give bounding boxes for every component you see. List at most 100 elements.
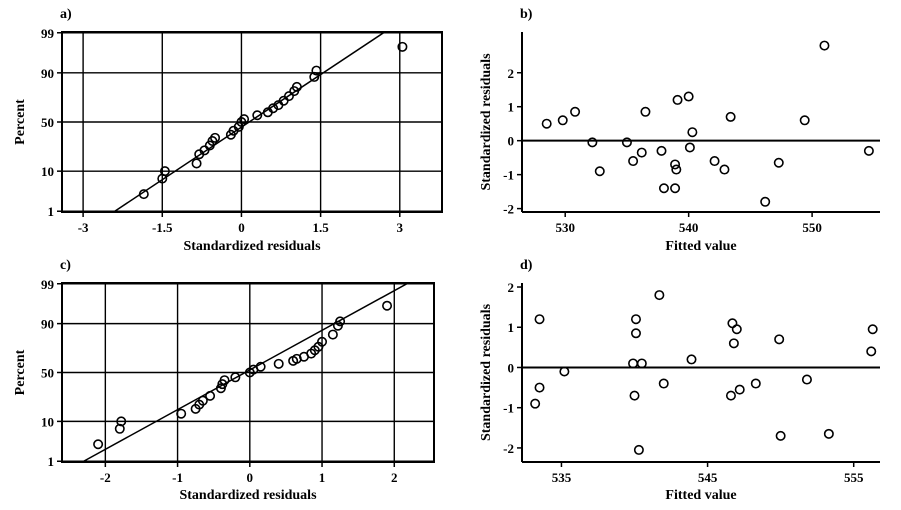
data-point bbox=[670, 183, 681, 194]
data-point bbox=[382, 300, 393, 311]
data-point bbox=[570, 106, 581, 117]
x-tick-label: 550 bbox=[802, 220, 822, 235]
data-point bbox=[640, 106, 651, 117]
y-tick-label: 99 bbox=[41, 26, 55, 41]
data-point bbox=[774, 334, 785, 345]
data-point bbox=[775, 430, 786, 441]
x-tick-label: 1.5 bbox=[312, 220, 329, 235]
data-point bbox=[709, 156, 720, 167]
data-point bbox=[317, 336, 328, 347]
data-point bbox=[236, 117, 247, 128]
data-point bbox=[658, 378, 669, 389]
data-point bbox=[138, 189, 149, 200]
data-point bbox=[801, 374, 812, 385]
data-point bbox=[654, 290, 665, 301]
x-axis-title: Standardized residuals bbox=[183, 239, 321, 254]
data-point bbox=[176, 408, 187, 419]
data-point bbox=[629, 390, 640, 401]
data-point bbox=[683, 91, 694, 102]
x-tick-label: 555 bbox=[844, 470, 864, 485]
data-point bbox=[773, 157, 784, 168]
y-tick-label: 1 bbox=[48, 204, 55, 219]
data-point bbox=[633, 444, 644, 455]
data-point bbox=[309, 71, 320, 82]
y-axis-title: Standardized residuals bbox=[479, 303, 494, 441]
data-point bbox=[116, 416, 127, 427]
data-point bbox=[335, 316, 346, 327]
x-tick-label: 545 bbox=[698, 470, 718, 485]
data-point bbox=[725, 390, 736, 401]
data-point bbox=[327, 329, 338, 340]
data-point bbox=[628, 358, 639, 369]
data-point bbox=[205, 390, 216, 401]
x-axis-title: Standardized residuals bbox=[179, 488, 317, 503]
data-point bbox=[867, 324, 878, 335]
data-point bbox=[823, 428, 834, 439]
data-point bbox=[734, 384, 745, 395]
data-point bbox=[656, 145, 667, 156]
data-point bbox=[252, 110, 263, 121]
data-point bbox=[719, 164, 730, 175]
data-point bbox=[557, 115, 568, 126]
panel-label: b) bbox=[520, 7, 533, 22]
data-point bbox=[684, 142, 695, 153]
data-point bbox=[671, 164, 682, 175]
y-tick-label: 90 bbox=[41, 317, 54, 332]
y-axis-title: Standardized residuals bbox=[479, 53, 494, 191]
y-axis-title: Percent bbox=[13, 349, 28, 395]
data-point bbox=[686, 354, 697, 365]
x-tick-label: 1 bbox=[319, 470, 326, 485]
data-point bbox=[670, 159, 681, 170]
x-tick-label: -3 bbox=[78, 220, 89, 235]
data-point bbox=[559, 366, 570, 377]
data-point bbox=[728, 338, 739, 349]
data-point bbox=[255, 361, 266, 372]
data-point bbox=[230, 372, 241, 383]
x-tick-label: 540 bbox=[679, 220, 699, 235]
data-point bbox=[672, 94, 683, 105]
data-point bbox=[594, 166, 605, 177]
data-point bbox=[239, 114, 250, 125]
data-point bbox=[630, 314, 641, 325]
data-point bbox=[283, 91, 294, 102]
data-point bbox=[311, 65, 322, 76]
x-axis-title: Fitted value bbox=[665, 239, 736, 254]
y-tick-label: 10 bbox=[41, 164, 54, 179]
data-point bbox=[750, 378, 761, 389]
data-point bbox=[541, 118, 552, 129]
y-tick-label: 1 bbox=[508, 320, 515, 335]
data-point bbox=[233, 121, 244, 132]
y-tick-label: 10 bbox=[41, 414, 54, 429]
panel-label: c) bbox=[60, 258, 71, 273]
x-tick-label: -1.5 bbox=[152, 220, 173, 235]
x-tick-label: 2 bbox=[391, 470, 398, 485]
data-point bbox=[534, 314, 545, 325]
y-tick-label: 50 bbox=[41, 366, 54, 381]
data-point bbox=[760, 196, 771, 207]
panel-d-residuals-vs-fitted-plot: d) 535 545 555 -2 -1 0 1 2 Fitted value Standardiz… bbox=[479, 258, 880, 503]
panel-b-residuals-vs-fitted-plot: b) 530 540 550 -2 -1 0 1 2 Fitted value Standardiz… bbox=[479, 7, 880, 254]
data-point bbox=[587, 137, 598, 148]
y-tick-label: -2 bbox=[503, 202, 514, 217]
data-point bbox=[658, 183, 669, 194]
y-tick-label: 1 bbox=[508, 100, 515, 115]
y-tick-label: 0 bbox=[508, 360, 515, 375]
fitted-normal-line bbox=[114, 32, 387, 212]
data-point bbox=[819, 40, 830, 51]
data-point bbox=[636, 147, 647, 158]
x-tick-label: -1 bbox=[172, 470, 183, 485]
y-tick-label: 1 bbox=[48, 454, 55, 469]
data-point bbox=[725, 111, 736, 122]
data-point bbox=[273, 358, 284, 369]
panel-label: a) bbox=[60, 7, 72, 22]
data-point bbox=[197, 395, 208, 406]
data-point bbox=[191, 158, 202, 169]
x-tick-label: 3 bbox=[397, 220, 404, 235]
panel-label: d) bbox=[520, 258, 533, 273]
data-point bbox=[219, 375, 230, 386]
y-tick-label: 99 bbox=[41, 277, 55, 292]
data-point bbox=[268, 103, 279, 114]
x-tick-label: 535 bbox=[552, 470, 572, 485]
data-point bbox=[863, 145, 874, 156]
x-tick-label: 0 bbox=[238, 220, 245, 235]
